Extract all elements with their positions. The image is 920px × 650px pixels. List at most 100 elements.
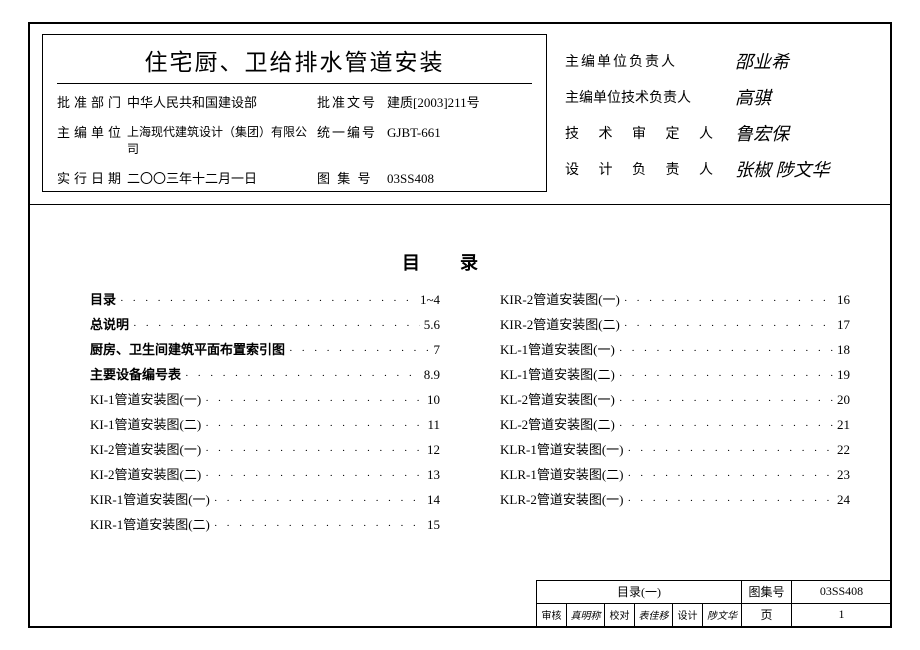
cart-page-no: 1: [792, 604, 891, 627]
toc-dots: · · · · · · · · · · · · · · · · · · · · …: [624, 295, 833, 307]
toc-dots: · · · · · · · · · · · · · · · · · · · · …: [628, 445, 834, 457]
toc-line: KL-2管道安装图(一) · · · · · · · · · · · · · · …: [500, 389, 850, 408]
toc-line: 主要设备编号表· · · · · · · · · · · · · · · · ·…: [90, 364, 440, 383]
toc-dots: · · · · · · · · · · · · · · · · · · · · …: [205, 470, 423, 482]
toc-dots: · · · · · · · · · · · · · · · · · · · · …: [624, 320, 833, 332]
toc-label: 总说明: [90, 314, 129, 333]
cartouche: 目录(一) 图集号 03SS408 审核 真明称 校对 表佳移 设计 陟文华 页…: [536, 580, 892, 628]
toc-page: 14: [427, 492, 440, 508]
toc-label: KI-2管道安装图(二): [90, 464, 201, 483]
toc-dots: · · · · · · · · · · · · · · · · · · · · …: [205, 395, 423, 407]
cart-review-label: 审核: [537, 604, 567, 627]
label-main-org: 主编单位: [57, 124, 127, 158]
toc-label: KL-1管道安装图(一): [500, 339, 615, 358]
sig-row: 主编单位负责人 邵业希: [565, 48, 875, 74]
toc-line: KIR-1管道安装图(二)· · · · · · · · · · · · · ·…: [90, 514, 440, 533]
sig-value: 张椒 陟文华: [735, 156, 830, 182]
sig-label: 技 术 审 定 人: [565, 123, 735, 143]
toc-dots: · · · · · · · · · · · · · · · · · · · · …: [619, 370, 833, 382]
toc-dots: · · · · · · · · · · · · · · · · · · · · …: [628, 470, 834, 482]
value-approve-dept: 中华人民共和国建设部: [127, 94, 317, 112]
toc-page: 16: [837, 292, 850, 308]
toc-page: 21: [837, 417, 850, 433]
label-approve-dept: 批准部门: [57, 94, 127, 112]
toc-page: 19: [837, 367, 850, 383]
toc-label: KLR-2管道安装图(一): [500, 489, 624, 508]
toc-page: 11: [427, 417, 440, 433]
toc-label: 目录: [90, 289, 116, 308]
toc-page: 15: [427, 517, 440, 533]
toc-col-left: 目录 · · · · · · · · · · · · · · · · · · · …: [90, 289, 440, 539]
toc-line: 目录· · · · · · · · · · · · · · · · · · · …: [90, 289, 440, 308]
toc-dots: · · · · · · · · · · · · · · · · · · · · …: [619, 345, 833, 357]
label-uni-code: 统一编号: [317, 124, 387, 158]
toc-page: 7: [434, 342, 441, 358]
toc-wrap: 目录 · · · · · · · · · · · · · · · · · · · …: [90, 289, 850, 539]
value-approve-doc: 建质[2003]211号: [387, 94, 517, 112]
header-block: 住宅厨、卫给排水管道安装 批准部门 中华人民共和国建设部 批准文号 建质[200…: [42, 34, 547, 192]
cart-album-no: 03SS408: [792, 581, 891, 604]
value-eff-date: 二〇〇三年十二月一日: [127, 170, 317, 188]
toc-label: KI-1管道安装图(二): [90, 414, 201, 433]
toc-page: 8.9: [424, 367, 440, 383]
toc-label: KI-1管道安装图(一): [90, 389, 201, 408]
toc-page: 13: [427, 467, 440, 483]
sig-label: 主编单位技术负责人: [565, 87, 735, 107]
toc-line: KI-1管道安装图(二) · · · · · · · · · · · · · · …: [90, 414, 440, 433]
sig-value: 邵业希: [735, 48, 789, 74]
toc-line: KIR-1管道安装图(一) · · · · · · · · · · · · · ·…: [90, 489, 440, 508]
toc-dots: · · · · · · · · · · · · · · · · · · · · …: [133, 320, 420, 332]
toc-line: KL-1管道安装图(二) · · · · · · · · · · · · · · …: [500, 364, 850, 383]
toc-line: KL-1管道安装图(一) · · · · · · · · · · · · · · …: [500, 339, 850, 358]
toc-label: KI-2管道安装图(一): [90, 439, 201, 458]
toc-line: 总说明 · · · · · · · · · · · · · · · · · · ·…: [90, 314, 440, 333]
sig-value: 高骐: [735, 84, 771, 110]
toc-label: 主要设备编号表: [90, 364, 181, 383]
toc-dots: · · · · · · · · · · · · · · · · · · · · …: [619, 395, 833, 407]
toc-page: 20: [837, 392, 850, 408]
sig-row: 技 术 审 定 人 鲁宏保: [565, 120, 875, 146]
sig-label: 设 计 负 责 人: [565, 159, 735, 179]
toc-label: KIR-1管道安装图(二): [90, 514, 210, 533]
header-separator: [30, 204, 890, 205]
toc-page: 22: [837, 442, 850, 458]
toc-line: KIR-2管道安装图(一)· · · · · · · · · · · · · ·…: [500, 289, 850, 308]
cart-page-label: 页: [742, 604, 792, 627]
value-uni-code: GJBT-661: [387, 124, 517, 158]
toc-page: 23: [837, 467, 850, 483]
toc-dots: · · · · · · · · · · · · · · · · · · · · …: [289, 345, 429, 357]
cart-signoff: 审核 真明称 校对 表佳移 设计 陟文华: [537, 604, 741, 627]
toc-label: KIR-2管道安装图(二): [500, 314, 620, 333]
value-album-no: 03SS408: [387, 170, 517, 188]
document-title: 住宅厨、卫给排水管道安装: [57, 43, 532, 84]
cart-check-sig: 表佳移: [635, 604, 673, 627]
toc-col-right: KIR-2管道安装图(一)· · · · · · · · · · · · · ·…: [500, 289, 850, 539]
document-frame: 住宅厨、卫给排水管道安装 批准部门 中华人民共和国建设部 批准文号 建质[200…: [28, 22, 892, 628]
toc-line: KL-2管道安装图(二)· · · · · · · · · · · · · · …: [500, 414, 850, 433]
meta-grid: 批准部门 中华人民共和国建设部 批准文号 建质[2003]211号 主编单位 上…: [57, 94, 532, 188]
toc-line: KI-2管道安装图(二) · · · · · · · · · · · · · · …: [90, 464, 440, 483]
toc-dots: · · · · · · · · · · · · · · · · · · · · …: [214, 495, 423, 507]
toc-label: 厨房、卫生间建筑平面布置索引图: [90, 339, 285, 358]
toc-page: 12: [427, 442, 440, 458]
toc-line: KLR-1管道安装图(二)· · · · · · · · · · · · · ·…: [500, 464, 850, 483]
toc-line: KLR-1管道安装图(一) · · · · · · · · · · · · · ·…: [500, 439, 850, 458]
toc-dots: · · · · · · · · · · · · · · · · · · · · …: [619, 420, 833, 432]
label-approve-doc: 批准文号: [317, 94, 387, 112]
toc-line: 厨房、卫生间建筑平面布置索引图 · · · · · · · · · · · · ·…: [90, 339, 440, 358]
toc-line: KI-2管道安装图(一) · · · · · · · · · · · · · · …: [90, 439, 440, 458]
toc-dots: · · · · · · · · · · · · · · · · · · · · …: [205, 445, 423, 457]
toc-label: KIR-1管道安装图(一): [90, 489, 210, 508]
signature-block: 主编单位负责人 邵业希 主编单位技术负责人 高骐 技 术 审 定 人 鲁宏保 设…: [565, 48, 875, 192]
cart-design-label: 设计: [673, 604, 703, 627]
toc-label: KL-2管道安装图(一): [500, 389, 615, 408]
cart-design-sig: 陟文华: [703, 604, 741, 627]
toc-dots: · · · · · · · · · · · · · · · · · · · · …: [205, 420, 423, 432]
cart-review-sig: 真明称: [567, 604, 605, 627]
toc-label: KLR-1管道安装图(一): [500, 439, 624, 458]
toc-line: KLR-2管道安装图(一)· · · · · · · · · · · · · ·…: [500, 489, 850, 508]
toc-label: KL-1管道安装图(二): [500, 364, 615, 383]
toc-page: 24: [837, 492, 850, 508]
sig-label: 主编单位负责人: [565, 51, 735, 71]
sig-row: 主编单位技术负责人 高骐: [565, 84, 875, 110]
